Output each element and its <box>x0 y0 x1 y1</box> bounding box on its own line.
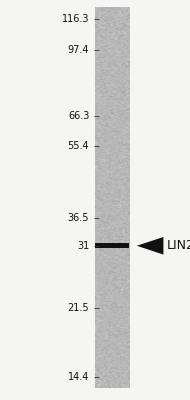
Text: 55.4: 55.4 <box>68 142 89 152</box>
Text: 36.5: 36.5 <box>68 213 89 223</box>
Text: 116.3: 116.3 <box>62 14 89 24</box>
Text: 21.5: 21.5 <box>68 303 89 313</box>
Text: LIN28: LIN28 <box>167 239 190 252</box>
Text: 66.3: 66.3 <box>68 111 89 121</box>
Text: 97.4: 97.4 <box>68 45 89 55</box>
Polygon shape <box>137 237 163 254</box>
Text: 14.4: 14.4 <box>68 372 89 382</box>
Text: 31: 31 <box>77 241 89 251</box>
Bar <box>95 243 129 248</box>
